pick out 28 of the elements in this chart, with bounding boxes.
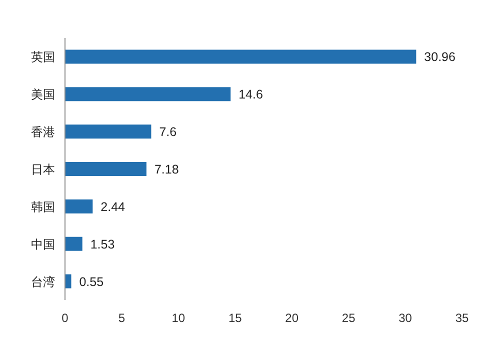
y-tick-label: 日本 — [31, 162, 55, 176]
x-tick-label: 10 — [172, 311, 186, 325]
bar — [65, 124, 152, 139]
y-tick-label: 英国 — [31, 50, 55, 64]
x-tick-label: 35 — [455, 311, 469, 325]
data-label: 7.6 — [159, 125, 177, 140]
y-tick-label: 中国 — [31, 237, 55, 252]
x-tick-label: 25 — [342, 311, 356, 325]
bar — [65, 87, 231, 102]
x-tick-label: 15 — [228, 311, 242, 325]
data-label: 14.6 — [238, 88, 263, 102]
y-tick-label: 韩国 — [31, 200, 55, 214]
x-tick-label: 0 — [62, 311, 69, 325]
x-tick-label: 20 — [285, 311, 299, 325]
bar — [65, 50, 416, 64]
y-tick-label: 香港 — [31, 125, 55, 140]
y-tick-label: 美国 — [31, 88, 55, 102]
bar — [65, 199, 93, 214]
y-tick-label: 台湾 — [31, 274, 55, 289]
data-label: 7.18 — [154, 162, 179, 176]
data-label: 2.44 — [100, 200, 126, 214]
data-label: 1.53 — [90, 237, 115, 252]
bar — [65, 162, 146, 176]
x-tick-label: 5 — [118, 311, 126, 325]
data-label: 0.55 — [79, 274, 104, 289]
bar — [65, 236, 82, 251]
x-tick-label: 30 — [398, 311, 412, 325]
data-label: 30.96 — [424, 50, 456, 64]
